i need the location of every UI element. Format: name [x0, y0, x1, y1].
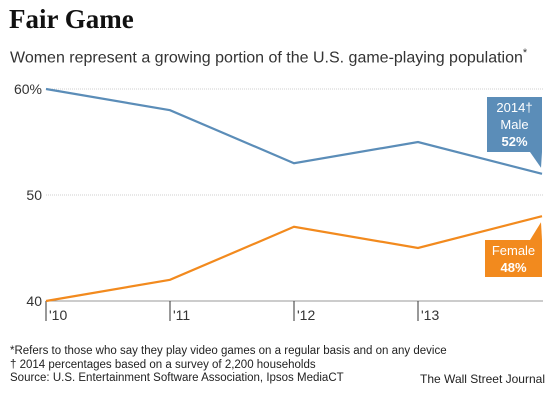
publication-credit: The Wall Street Journal: [420, 372, 545, 386]
callout-value-label: 48%: [500, 260, 526, 275]
callout-year-label: 2014†: [496, 100, 532, 115]
x-tick-label: '10: [49, 307, 67, 323]
callout-box-female: [485, 240, 542, 277]
callout-box-male: [487, 97, 542, 152]
subtitle-footnote-mark: *: [522, 47, 528, 59]
y-tick-label: 40: [26, 293, 42, 309]
subtitle-text: Women represent a growing portion of the…: [10, 49, 523, 67]
chart-gridlines: [46, 88, 543, 302]
footnote-dagger: † 2014 percentages based on a survey of …: [10, 358, 316, 371]
x-tick-label: '13: [421, 307, 439, 323]
footnote-asterisk: *Refers to those who say they play video…: [10, 345, 447, 357]
x-axis: '10 '11 '12 '13: [45, 301, 439, 323]
chart-subtitle: Women represent a growing portion of the…: [10, 47, 527, 67]
x-tick-label: '12: [297, 307, 315, 323]
series-line-male: [45, 87, 543, 175]
callout-pointer-female: [530, 222, 542, 240]
series-lines: [45, 87, 543, 303]
footnotes: *Refers to those who say they play video…: [10, 345, 447, 386]
callout-series-name: Female: [492, 243, 535, 258]
y-tick-label: 60%: [14, 81, 42, 97]
callout-series-name: Male: [500, 117, 528, 132]
series-callouts: 2014† Male 52% Female 48%: [485, 97, 542, 277]
y-axis-labels: 60% 50 40: [14, 81, 42, 309]
y-tick-label: 50: [26, 187, 42, 203]
callout-pointer-male: [530, 152, 542, 168]
series-line-female: [45, 215, 543, 303]
callout-value-label: 52%: [501, 134, 527, 149]
chart-title: Fair Game: [9, 4, 134, 34]
x-tick-label: '11: [173, 307, 190, 323]
source-note: Source: U.S. Entertainment Software Asso…: [10, 372, 344, 384]
